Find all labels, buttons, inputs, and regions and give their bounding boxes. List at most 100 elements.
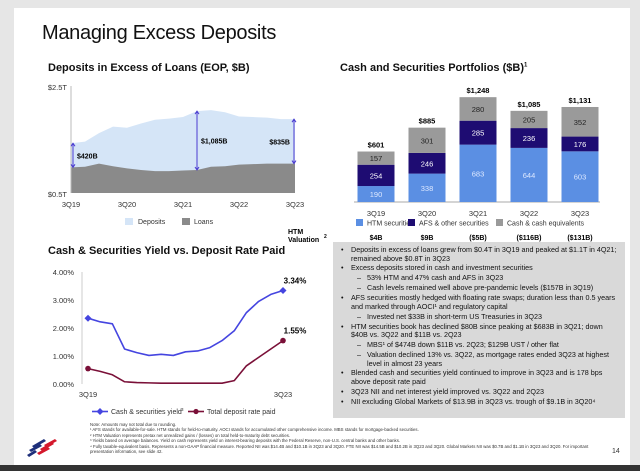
legend-label: Cash & securities yield — [111, 409, 182, 416]
y-tick-label: 2.00% — [53, 324, 75, 333]
portfolio-bar-chart: 190 254 157 $601 3Q19 $4B 338 246 301 $885 3Q20 $9B… — [288, 86, 600, 244]
y-tick-label: 0.00% — [53, 380, 75, 389]
data-label: 603 — [574, 173, 587, 182]
excess-label: $1,085B — [201, 139, 227, 146]
legend-marker — [193, 408, 199, 415]
footnote: ³ Yields based on average balances. Yiel… — [90, 438, 401, 444]
y-tick-label: 1.00% — [53, 352, 75, 361]
bullet-item: Cash levels remained well above pre-pand… — [341, 284, 619, 293]
bar-segment — [408, 173, 446, 202]
footnote: ² HTM Valuation represents pretax net un… — [90, 432, 291, 438]
data-label: 205 — [523, 115, 536, 124]
bullet-item: AFS securities mostly hedged with floati… — [341, 293, 619, 311]
excess-label: $835B — [269, 139, 290, 146]
x-tick-label: 3Q20 — [118, 200, 136, 209]
loans-area — [71, 163, 295, 193]
legend-swatch-deposits — [125, 218, 133, 225]
portfolio-title-text: Cash and Securities Portfolios ($B) — [340, 62, 524, 74]
data-label: 246 — [421, 159, 434, 168]
x-tick-label: 3Q21 — [469, 209, 487, 218]
legend-marker — [96, 408, 104, 415]
bar-segment — [561, 151, 599, 202]
deposits-chart-title: Deposits in Excess of Loans (EOP, $B) — [48, 62, 250, 74]
htm-valuation-sup: 2 — [324, 234, 327, 240]
bar-segment — [459, 120, 497, 145]
arrow-head — [291, 118, 297, 165]
legend-label: Deposits — [138, 219, 166, 226]
bar-segment — [357, 151, 395, 165]
bullet-item: MBS¹ of $474B down $11B vs. 2Q23; $129B … — [341, 340, 619, 350]
bar-segment — [408, 152, 446, 174]
bullet-item: NII excluding Global Markets of $13.9B i… — [341, 397, 619, 407]
legend-swatch-loans — [182, 218, 190, 225]
arrow-head — [194, 110, 200, 171]
legend-label: Total deposit rate paid — [207, 409, 276, 416]
commentary-box: Deposits in excess of loans grew from $0… — [333, 242, 625, 418]
arrow-head — [70, 142, 76, 169]
total-label: $1,248 — [467, 86, 490, 95]
data-point — [280, 337, 286, 344]
htm-valuation-value: ($131B) — [567, 235, 592, 242]
bank-logo — [27, 439, 57, 457]
bar-segment — [510, 147, 548, 202]
htm-valuation-value: ($116B) — [517, 235, 542, 242]
data-point — [85, 365, 91, 372]
data-label: 254 — [370, 171, 383, 180]
portfolio-chart-title: Cash and Securities Portfolios ($B)1 — [340, 62, 527, 74]
data-label: 176 — [574, 140, 587, 149]
x-tick-label: 3Q22 — [230, 200, 248, 209]
x-tick-label: 3Q23 — [274, 390, 292, 399]
bullet-item: Excess deposits stored in cash and inves… — [341, 264, 619, 273]
data-point — [84, 314, 92, 322]
page-number: 14 — [612, 448, 620, 455]
x-tick-label: 3Q19 — [367, 209, 385, 218]
htm-valuation-value: ($5B) — [469, 235, 487, 242]
legend-label: AFS & other securities — [419, 221, 489, 228]
portfolio-title-sup: 1 — [523, 62, 528, 69]
bullet-item: 53% HTM and 47% cash and AFS in 3Q23 — [341, 274, 619, 283]
data-label: 683 — [472, 169, 485, 178]
y-tick-label: 4.00% — [53, 268, 75, 277]
yield-chart-title: Cash & Securities Yield vs. Deposit Rate… — [48, 245, 286, 257]
yield-line — [87, 289, 284, 357]
legend-swatch — [356, 219, 363, 226]
footnote: Note: Amounts may not total due to round… — [90, 422, 177, 427]
htm-valuation-value: $4B — [370, 235, 383, 242]
total-label: $601 — [368, 141, 385, 150]
data-label: 280 — [472, 105, 485, 114]
y-tick-label: $0.5T — [48, 190, 68, 199]
deposit-rate-line — [87, 339, 284, 384]
bar-segment — [459, 97, 497, 121]
bar-segment — [408, 127, 446, 153]
y-tick-label: $2.5T — [48, 83, 68, 92]
bullet-item: Invested net $33B in short-term US Treas… — [341, 312, 619, 322]
legend-swatch — [496, 219, 503, 226]
legend-label: Cash & cash equivalents — [507, 221, 585, 228]
x-tick-label: 3Q23 — [571, 209, 589, 218]
bullet-item: Valuation declined 13% vs. 3Q22, as mort… — [341, 350, 619, 368]
x-tick-label: 3Q20 — [418, 209, 436, 218]
total-label: $1,085 — [518, 100, 541, 109]
excess-label: $420B — [77, 153, 98, 160]
bar-segment — [459, 144, 497, 202]
data-label: 190 — [370, 190, 383, 199]
slide: Managing Excess Deposits Deposits in Exc… — [14, 8, 630, 465]
x-tick-label: 3Q23 — [286, 200, 304, 209]
data-point — [279, 286, 287, 294]
y-tick-label: 3.00% — [53, 296, 75, 305]
bar-segment — [357, 164, 395, 187]
footnote: ¹ AFS stands for available-for-sale. HTM… — [90, 427, 419, 433]
end-value-label: 1.55% — [284, 327, 307, 336]
data-label: 338 — [421, 184, 434, 193]
x-tick-label: 3Q19 — [79, 390, 97, 399]
data-label: 352 — [574, 118, 587, 127]
bottom-bar — [0, 465, 640, 471]
legend-swatch — [408, 219, 415, 226]
htm-valuation-value: $9B — [421, 235, 434, 242]
slide-title: Managing Excess Deposits — [42, 22, 277, 44]
footnotes: Note: Amounts may not total due to round… — [90, 422, 610, 454]
bullet-item: Blended cash and securities yield contin… — [341, 369, 619, 386]
total-label: $885 — [419, 117, 436, 126]
legend-label: Loans — [194, 219, 214, 226]
